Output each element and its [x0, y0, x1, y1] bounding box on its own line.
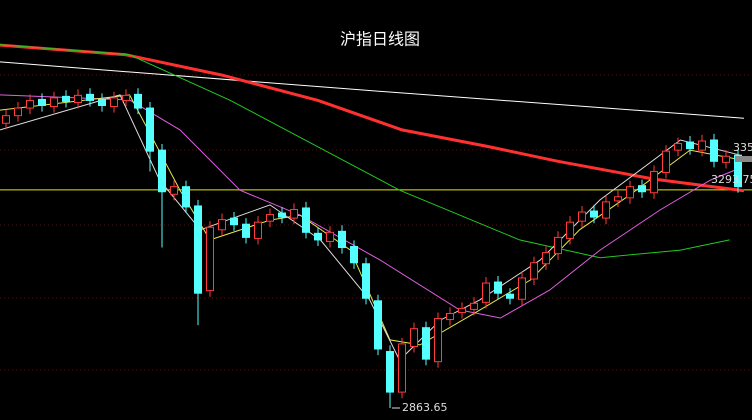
candle-body	[410, 328, 418, 347]
candle-body	[86, 93, 94, 101]
candle-body	[734, 154, 742, 188]
candle-body	[266, 214, 274, 222]
candle-body	[434, 318, 442, 363]
candle-body	[170, 186, 178, 195]
candle-body	[686, 141, 694, 150]
candle-body	[110, 97, 118, 108]
candle-body	[422, 327, 430, 360]
chart-title: 沪指日线图	[340, 30, 420, 49]
candle-body	[122, 94, 130, 101]
edge-marker	[735, 156, 752, 162]
candle-body	[146, 107, 154, 152]
candle-body	[482, 282, 490, 303]
candle-body	[230, 217, 238, 226]
candle-body	[698, 140, 706, 151]
candle-body	[554, 236, 562, 255]
edge-label: 335	[733, 141, 752, 154]
candle-body	[518, 277, 526, 300]
ma-line	[0, 61, 745, 119]
candle-body	[470, 302, 478, 310]
candle-body	[218, 219, 226, 231]
candle-body	[506, 293, 514, 299]
candle-body	[2, 115, 10, 124]
ma-line	[0, 94, 741, 361]
candle-body	[614, 196, 622, 202]
candle-body	[374, 300, 382, 350]
candle-body	[14, 107, 22, 117]
candle-body	[182, 186, 190, 208]
candle-body	[674, 143, 682, 151]
candle-body	[566, 221, 574, 239]
candle-body	[206, 226, 214, 292]
candle-body	[38, 98, 46, 107]
candle-body	[50, 97, 58, 108]
candle-body	[62, 95, 70, 102]
candle-body	[326, 231, 334, 242]
candle-body	[638, 185, 646, 193]
candle-body	[650, 170, 658, 194]
candle-body	[602, 201, 610, 219]
candle-body	[590, 210, 598, 218]
candle-body	[74, 94, 82, 103]
candle-body	[710, 139, 718, 162]
price-label: 3293.75	[711, 173, 752, 186]
candle-body	[254, 221, 262, 239]
low-label: 2863.65	[402, 401, 448, 414]
ma-line	[0, 94, 741, 319]
candle-body	[350, 246, 358, 264]
candle-body	[98, 98, 106, 107]
candle-body	[278, 212, 286, 218]
candle-body	[662, 150, 670, 173]
candle-body	[290, 208, 298, 219]
candle-body	[242, 223, 250, 238]
candle-body	[542, 252, 550, 265]
candle-body	[722, 155, 730, 163]
candle-body	[626, 186, 634, 199]
ma-line	[0, 44, 730, 259]
candle-body	[302, 207, 310, 233]
candle-body	[494, 281, 502, 294]
candle-body	[314, 232, 322, 241]
candle-body	[446, 312, 454, 321]
candle-body	[134, 93, 142, 109]
ma-line	[0, 94, 741, 346]
candle-body	[26, 99, 34, 109]
candle-body	[194, 205, 202, 294]
candle-body	[458, 307, 466, 313]
candle-body	[578, 211, 586, 222]
candle-body	[386, 351, 394, 393]
candle-body	[338, 230, 346, 249]
candle-body	[362, 263, 370, 299]
candle-body	[398, 343, 406, 393]
candle-body	[158, 149, 166, 193]
candle-body	[530, 262, 538, 280]
ma-line	[0, 43, 745, 193]
